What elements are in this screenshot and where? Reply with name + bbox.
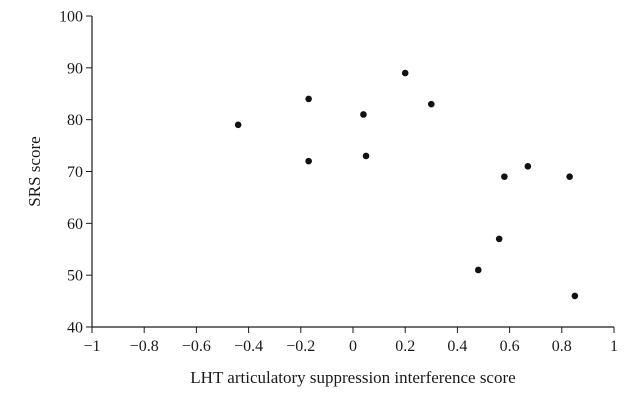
y-tick-label: 50 [67, 268, 83, 285]
y-tick-label: 60 [67, 216, 83, 233]
y-tick-label: 40 [67, 320, 83, 337]
x-tick-label: 1 [610, 338, 618, 355]
data-point [234, 121, 242, 129]
data-point [524, 163, 532, 170]
data-point [495, 235, 503, 243]
data-point [305, 157, 312, 165]
data-point [428, 100, 435, 108]
x-tick-label: 0.8 [552, 338, 572, 355]
x-tick-label: 0.2 [395, 338, 415, 355]
x-tick-label: −0.6 [182, 338, 211, 355]
x-axis-title: LHT articulatory suppression interferenc… [190, 368, 515, 387]
data-point [571, 292, 579, 300]
x-tick-label: −0.4 [234, 338, 263, 355]
data-points [234, 69, 579, 300]
y-tick-label: 80 [67, 112, 83, 129]
data-point [566, 173, 573, 180]
data-point [362, 152, 370, 160]
x-tick-label: 0.4 [447, 338, 467, 355]
y-ticks: 40 50 60 70 80 90 100 [59, 9, 92, 337]
data-point [401, 69, 409, 77]
x-tick-label: 0.6 [500, 338, 520, 355]
y-tick-label: 70 [67, 164, 83, 181]
data-point [501, 173, 508, 180]
x-tick-label: −0.8 [130, 338, 159, 355]
data-point [305, 95, 312, 103]
y-tick-label: 90 [67, 60, 83, 77]
x-tick-label: 0 [349, 338, 357, 355]
data-point [360, 111, 367, 118]
data-point [474, 266, 482, 274]
y-axis-title: SRS score [25, 136, 44, 206]
x-tick-label: −0.2 [286, 338, 315, 355]
y-tick-label: 100 [59, 9, 83, 26]
x-tick-label: −1 [83, 338, 100, 355]
x-ticks: −1 −0.8 −0.6 −0.4 −0.2 0 0.2 0.4 0.6 0.8 1 [83, 327, 618, 355]
